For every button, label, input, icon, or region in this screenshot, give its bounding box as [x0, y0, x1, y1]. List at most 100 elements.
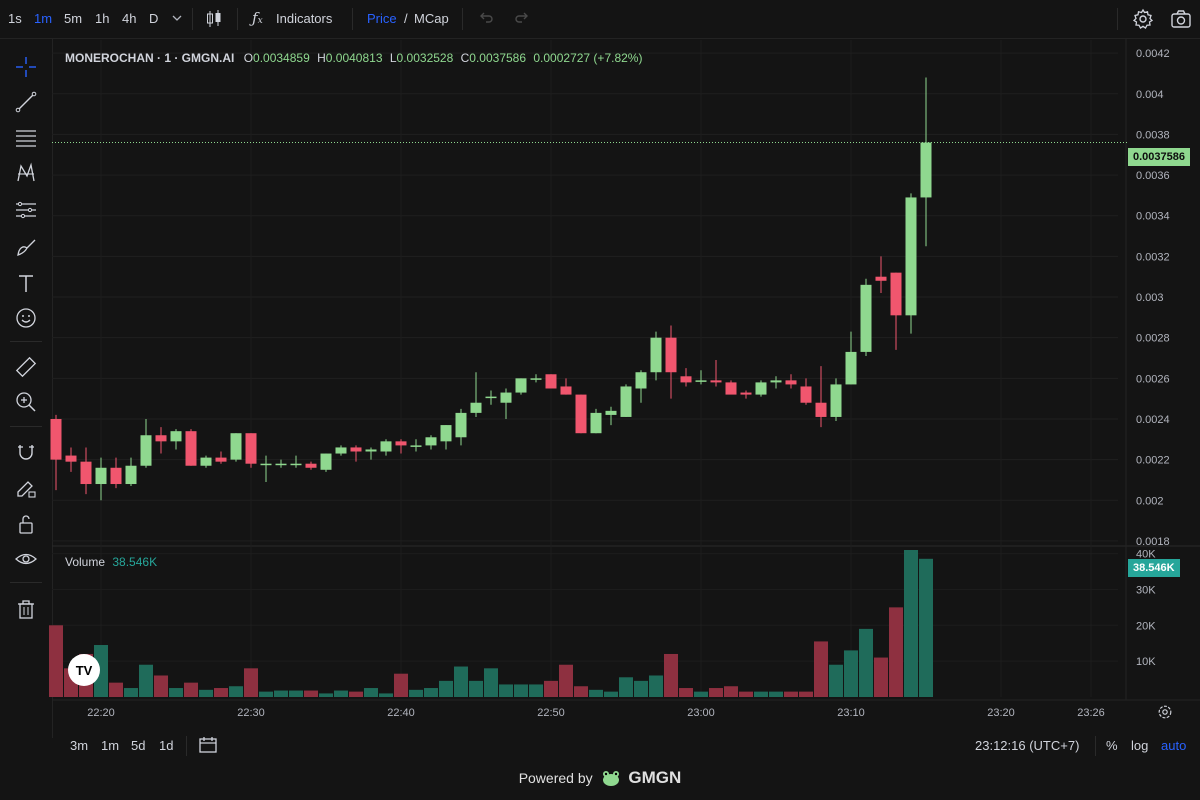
interval-1s[interactable]: 1s: [8, 11, 22, 26]
crosshair-icon[interactable]: [14, 55, 38, 79]
candle-body: [50, 418, 62, 460]
candle-body: [530, 378, 542, 380]
ruler-icon[interactable]: [14, 355, 38, 379]
toolbar-divider: [1095, 736, 1096, 756]
last-price-tag: 0.0037586: [1128, 148, 1190, 166]
drawing-toolbar: [0, 38, 53, 738]
range-3m[interactable]: 3m: [70, 738, 89, 753]
price-tick-label: 0.0042: [1136, 48, 1170, 60]
indicators-button[interactable]: Indicators: [276, 11, 333, 26]
log-toggle[interactable]: log: [1131, 738, 1149, 753]
calendar-icon[interactable]: [198, 735, 218, 758]
candle-body: [845, 351, 857, 385]
volume-bar: [439, 680, 453, 697]
volume-value: 38.546K: [112, 555, 158, 569]
undo-icon[interactable]: [478, 10, 494, 29]
chevron-down-icon[interactable]: [172, 11, 182, 28]
interval-D[interactable]: D: [149, 11, 159, 26]
range-5d[interactable]: 5d: [131, 738, 146, 753]
volume-bar: [244, 668, 258, 697]
volume-bar: [379, 693, 393, 697]
volume-bar: [514, 684, 528, 697]
candle-body: [830, 384, 842, 417]
indicators-icon[interactable]: ƒx: [252, 9, 263, 27]
bottom-toolbar: 3m 1m 5d 1d 23:12:16 (UTC+7) % log auto: [0, 730, 1200, 762]
lock-icon[interactable]: [14, 512, 38, 536]
volume-bar: [859, 628, 873, 697]
candle-body: [440, 425, 452, 442]
price-chart[interactable]: 0.0042 0.004 0.0038 0.0036 0.0034 0.0032 0.003…: [0, 0, 1200, 730]
volume-bar: [544, 680, 558, 697]
volume-bar: [229, 686, 243, 697]
mcap-toggle[interactable]: MCap: [414, 11, 449, 26]
candle-body: [455, 412, 467, 438]
candle-body: [680, 376, 692, 383]
powered-by-text: Powered by: [518, 770, 593, 786]
candle-body: [545, 374, 557, 389]
candle-body: [305, 463, 317, 468]
candle-body: [515, 378, 527, 393]
candle-body: [920, 142, 932, 198]
volume-bar: [409, 689, 423, 697]
tradingview-logo-icon[interactable]: TV: [68, 654, 100, 686]
price-tick-label: 0.003: [1136, 292, 1164, 304]
volume-bar: [124, 688, 138, 697]
volume-bar: [484, 668, 498, 697]
interval-5m[interactable]: 5m: [64, 11, 83, 26]
time-tick-label: 22:20: [87, 707, 115, 719]
candle-body: [110, 467, 122, 485]
brush-icon[interactable]: [14, 235, 38, 259]
volume-bar: [649, 675, 663, 697]
toolbar-divider: [186, 736, 187, 756]
horizontal-lines-icon[interactable]: [14, 126, 38, 150]
gear-icon[interactable]: [1132, 8, 1154, 33]
candle-body: [905, 197, 917, 316]
range-1d[interactable]: 1d: [159, 738, 174, 753]
volume-bar: [814, 641, 828, 697]
volume-bar: [184, 682, 198, 697]
axis-settings-icon[interactable]: [1157, 704, 1173, 725]
emoji-icon[interactable]: [14, 306, 38, 330]
volume-bar: [709, 688, 723, 697]
trend-line-icon[interactable]: [14, 90, 38, 114]
candle-body: [740, 392, 752, 395]
low-label: L: [389, 51, 397, 65]
magnet-icon[interactable]: [14, 440, 38, 464]
trash-icon[interactable]: [14, 597, 38, 621]
price-mcap-slash: /: [404, 11, 408, 26]
percent-toggle[interactable]: %: [1106, 738, 1118, 753]
auto-toggle[interactable]: auto: [1161, 738, 1187, 753]
last-volume-tag: 38.546K: [1128, 559, 1180, 577]
current-time[interactable]: 23:12:16 (UTC+7): [975, 738, 1080, 753]
text-icon[interactable]: [14, 271, 38, 295]
range-1m[interactable]: 1m: [101, 738, 120, 753]
volume-bar: [214, 688, 228, 697]
ohlc-legend: MONEROCHAN · 1 · GMGN.AI O0.0034859 H0.0…: [65, 51, 642, 65]
candle-body: [695, 380, 707, 382]
candles-icon[interactable]: [205, 9, 223, 32]
pattern-icon[interactable]: [14, 161, 38, 185]
interval-1h[interactable]: 1h: [95, 11, 110, 26]
camera-icon[interactable]: [1170, 8, 1192, 33]
toolbar-divider: [10, 426, 42, 427]
volume-bar: [259, 691, 273, 697]
redo-icon[interactable]: [514, 10, 530, 29]
interval-1m[interactable]: 1m: [34, 11, 53, 26]
candle-body: [140, 435, 152, 466]
candle-body: [200, 457, 212, 466]
volume-bar: [799, 691, 813, 697]
footer: Powered by GMGN: [0, 768, 1200, 796]
interval-4h[interactable]: 4h: [122, 11, 137, 26]
time-tick-label: 22:30: [237, 707, 265, 719]
price-toggle[interactable]: Price: [367, 11, 397, 26]
volume-bar: [634, 680, 648, 697]
candle-body: [335, 447, 347, 454]
candle-body: [320, 453, 332, 470]
price-tick-label: 0.0038: [1136, 129, 1170, 141]
fib-icon[interactable]: [14, 198, 38, 222]
lock-drawing-icon[interactable]: [14, 476, 38, 500]
price-tick-label: 0.0036: [1136, 170, 1170, 182]
eye-icon[interactable]: [14, 547, 38, 571]
zoom-in-icon[interactable]: [14, 390, 38, 414]
volume-bar: [904, 550, 918, 697]
